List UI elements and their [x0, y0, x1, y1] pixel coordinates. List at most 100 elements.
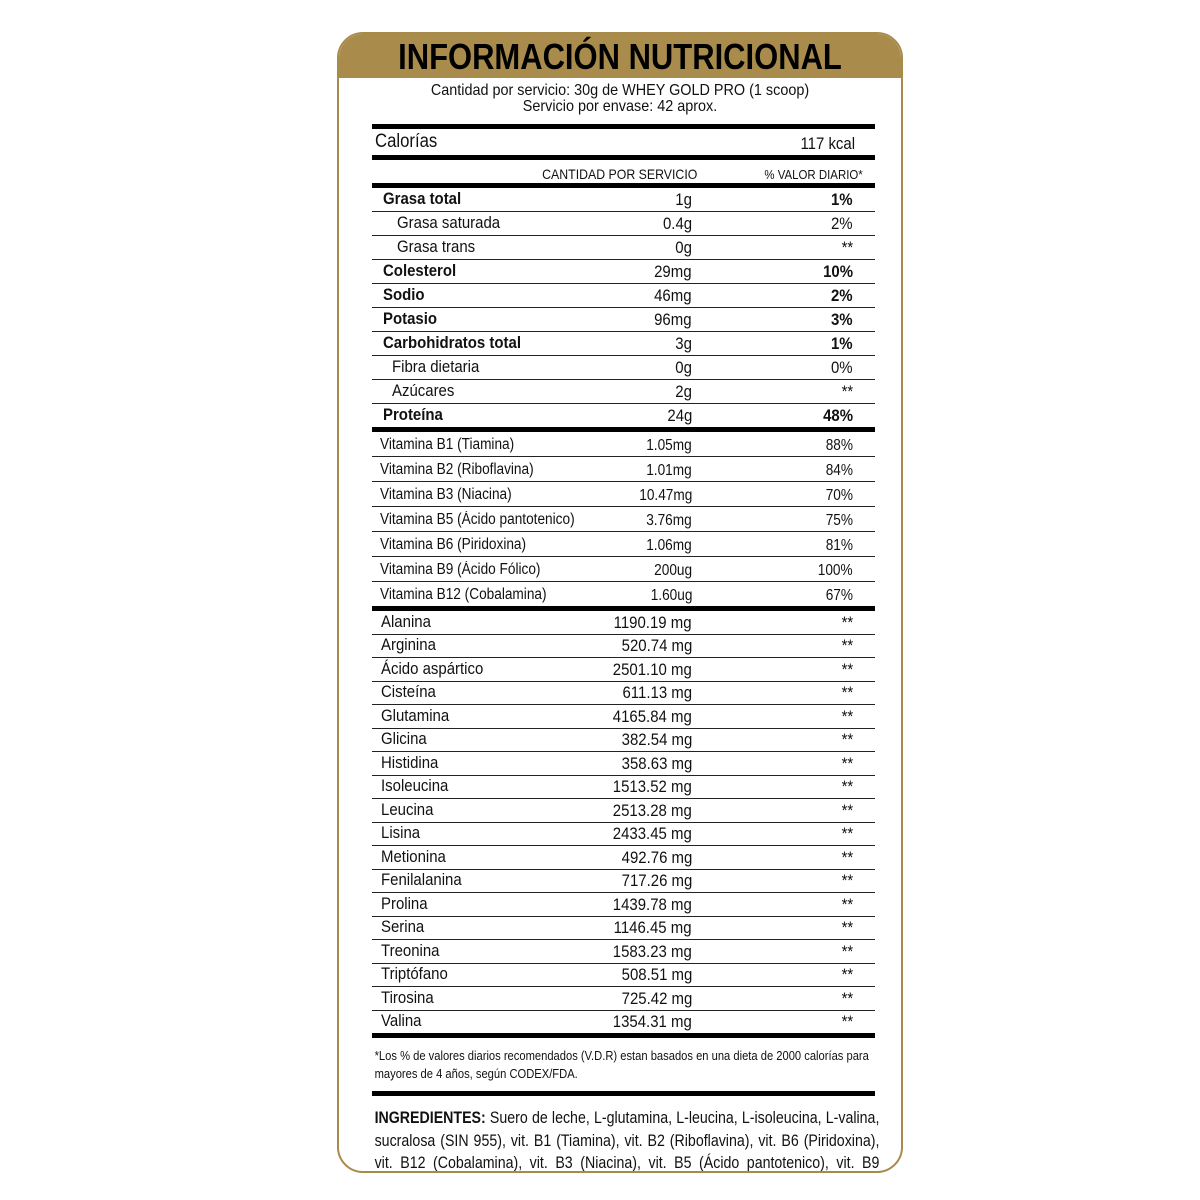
nutrient-amount: 1.06mg [646, 537, 692, 554]
amount-header: CANTIDAD POR SERVICIO [541, 166, 697, 182]
nutrient-row: Vitamina B5 (Ácido pantotenico) 3.76mg 75% [372, 507, 875, 531]
ingredients: INGREDIENTES: Suero de leche, L-glutamin… [372, 1096, 880, 1171]
nutrient-amount: 1.60ug [650, 587, 692, 604]
nutrient-daily-value: ** [841, 847, 853, 867]
nutrient-daily-value: 81% [825, 537, 853, 554]
row-divider [372, 986, 875, 987]
row-divider [372, 506, 875, 507]
macros-section: Grasa total 1g 1% Grasa saturada 0.4g 2% Grasa… [372, 188, 875, 427]
row-divider [372, 235, 875, 236]
nutrient-daily-value: 2% [831, 214, 853, 233]
nutrient-name: Colesterol [383, 261, 457, 280]
nutrient-name: Ácido aspártico [381, 658, 484, 678]
nutrient-row: Vitamina B6 (Piridoxina) 1.06mg 81% [372, 532, 875, 556]
nutrient-row: Leucina 2513.28 mg ** [372, 799, 875, 822]
row-divider [372, 1009, 875, 1011]
nutrient-row: Treonina 1583.23 mg ** [372, 940, 875, 963]
nutrient-daily-value: 48% [823, 406, 853, 425]
serving-size: Cantidad por servicio: 30g de WHEY GOLD … [430, 82, 810, 99]
nutrition-label: INFORMACIÓN NUTRICIONAL Cantidad por ser… [337, 32, 903, 1173]
nutrient-row: Vitamina B2 (Riboflavina) 1.01mg 84% [372, 457, 875, 481]
nutrient-amount: 1g [675, 190, 692, 209]
nutrient-daily-value: ** [841, 238, 853, 257]
nutrient-daily-value: ** [841, 894, 853, 914]
amino-acids-section: Alanina 1190.19 mg ** Arginina 520.74 mg ** Ác… [372, 611, 875, 1033]
nutrient-name: Fenilalanina [381, 870, 462, 889]
nutrient-amount: 3g [675, 334, 692, 353]
nutrient-daily-value: ** [841, 382, 853, 401]
nutrient-name: Tirosina [381, 987, 434, 1007]
nutrient-name: Vitamina B2 (Riboflavina) [380, 461, 534, 478]
row-divider [372, 581, 875, 582]
row-divider [372, 821, 875, 823]
nutrient-amount: 24g [667, 406, 692, 425]
nutrient-amount: 1354.31 mg [612, 1012, 692, 1031]
nutrient-amount: 10.47mg [638, 487, 692, 504]
nutrient-name: Arginina [381, 635, 436, 654]
nutrient-daily-value: ** [841, 918, 853, 937]
nutrient-row: Grasa trans 0g ** [372, 236, 875, 259]
nutrient-daily-value: ** [841, 965, 853, 984]
nutrition-table: Calorías 117 kcal CANTIDAD POR SERVICIO … [372, 124, 879, 1171]
nutrient-name: Vitamina B5 (Ácido pantotenico) [380, 511, 575, 528]
nutrient-row: Tirosina 725.42 mg ** [372, 987, 875, 1010]
nutrient-amount: 1.01mg [646, 462, 692, 479]
row-divider [372, 680, 875, 682]
nutrient-daily-value: 1% [831, 190, 853, 209]
nutrient-daily-value: ** [841, 871, 853, 890]
nutrient-row: Fenilalanina 717.26 mg ** [372, 870, 875, 893]
nutrient-row: Potasio 96mg 3% [372, 308, 875, 331]
nutrient-daily-value: ** [841, 683, 853, 702]
nutrient-row: Triptófano 508.51 mg ** [372, 964, 875, 987]
nutrient-name: Grasa trans [397, 237, 476, 256]
nutrient-daily-value: ** [841, 988, 853, 1008]
nutrient-amount: 1146.45 mg [614, 918, 692, 937]
nutrient-name: Alanina [381, 611, 431, 631]
row-divider [372, 798, 875, 799]
nutrient-daily-value: ** [841, 1012, 853, 1031]
nutrient-row: Ácido aspártico 2501.10 mg ** [372, 658, 875, 681]
nutrient-daily-value: ** [841, 730, 853, 749]
nutrient-amount: 1513.52 mg [612, 777, 692, 796]
nutrient-daily-value: ** [841, 941, 853, 961]
nutrient-row: Proteína 24g 48% [372, 404, 875, 427]
nutrient-amount: 1583.23 mg [612, 941, 692, 961]
nutrient-amount: 3.76mg [646, 512, 692, 529]
row-divider [372, 915, 875, 917]
nutrient-daily-value: ** [841, 777, 853, 796]
nutrient-name: Carbohidratos total [383, 333, 521, 352]
servings-per-container: Servicio por envase: 42 aprox. [522, 98, 718, 115]
row-divider [372, 481, 875, 482]
row-divider [372, 962, 875, 964]
nutrient-row: Cisteína 611.13 mg ** [372, 682, 875, 705]
nutrient-daily-value: ** [841, 612, 853, 632]
nutrient-row: Alanina 1190.19 mg ** [372, 611, 875, 634]
nutrient-name: Treonina [381, 940, 440, 960]
nutrient-daily-value: 2% [831, 286, 853, 305]
nutrient-daily-value: ** [841, 706, 853, 726]
nutrient-amount: 96mg [654, 310, 692, 329]
row-divider [372, 727, 875, 729]
calories-label: Calorías [375, 131, 438, 152]
nutrient-daily-value: 84% [825, 462, 853, 479]
nutrient-amount: 717.26 mg [621, 871, 692, 890]
nutrient-amount: 200ug [654, 562, 692, 579]
row-divider [372, 556, 875, 557]
nutrient-amount: 358.63 mg [621, 753, 692, 773]
nutrient-row: Isoleucina 1513.52 mg ** [372, 776, 875, 799]
row-divider [372, 355, 875, 356]
daily-value-header: % VALOR DIARIO* [764, 167, 863, 182]
nutrient-name: Grasa total [383, 189, 462, 208]
row-divider [372, 379, 875, 380]
nutrient-name: Valina [381, 1011, 422, 1030]
row-divider [372, 331, 875, 332]
nutrient-row: Prolina 1439.78 mg ** [372, 893, 875, 916]
row-divider [372, 704, 875, 705]
nutrient-amount: 2433.45 mg [612, 824, 692, 843]
label-title: INFORMACIÓN NUTRICIONAL [398, 36, 842, 77]
row-divider [372, 307, 875, 308]
nutrient-row: Grasa total 1g 1% [372, 188, 875, 211]
nutrient-name: Potasio [383, 309, 438, 328]
row-divider [372, 657, 875, 658]
nutrient-daily-value: ** [841, 800, 853, 820]
